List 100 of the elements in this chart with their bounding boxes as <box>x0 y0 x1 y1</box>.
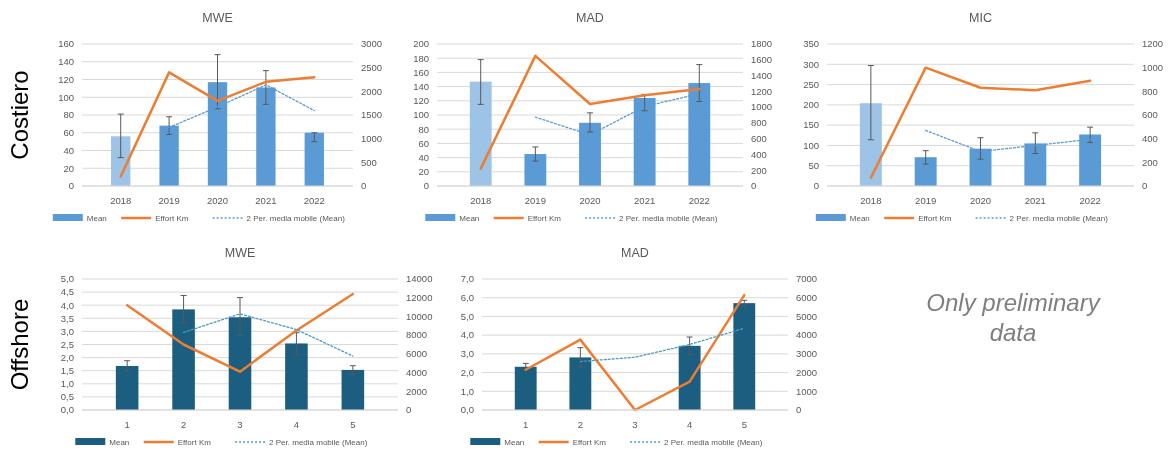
legend-label: Mean <box>86 213 107 223</box>
x-tick-label: 2 <box>577 419 584 430</box>
chart-title: MWE <box>202 11 233 25</box>
bar <box>304 132 324 186</box>
x-tick-label: 2022 <box>1079 195 1101 206</box>
y2-tick-label: 1200 <box>751 85 773 97</box>
y2-tick-label: 4000 <box>796 329 818 341</box>
x-tick-label: 2021 <box>255 195 277 206</box>
line-series <box>125 292 355 373</box>
bar <box>172 309 195 410</box>
y-tick-label: 140 <box>413 80 429 92</box>
y-tick-label: 3,0 <box>460 348 474 360</box>
y2-tick-label: 5000 <box>796 310 818 322</box>
y2-tick-label: 400 <box>751 148 767 160</box>
y-tick-label: 0 <box>423 180 429 192</box>
line-series <box>579 327 745 363</box>
y-tick-label: 0,0 <box>460 404 474 416</box>
line-series <box>479 54 701 170</box>
bar <box>524 154 547 186</box>
legend-label: Effort Km <box>918 213 952 223</box>
y-tick-label: 160 <box>58 38 74 50</box>
legend-label: 2 Per. media mobile (Mean) <box>246 213 346 223</box>
y2-tick-label: 1200 <box>1142 38 1164 50</box>
x-tick-label: 2022 <box>688 195 710 206</box>
y-tick-label: 5,0 <box>460 310 474 322</box>
x-tick-label: 2022 <box>303 195 325 206</box>
y2-tick-label: 0 <box>751 180 757 192</box>
y2-tick-label: 1500 <box>361 109 383 121</box>
y2-tick-label: 800 <box>751 117 767 129</box>
x-tick-label: 2021 <box>634 195 656 206</box>
y-tick-label: 3,5 <box>60 312 74 324</box>
y2-tick-label: 2000 <box>796 366 818 378</box>
y2-tick-label: 6000 <box>796 292 818 304</box>
y-tick-label: 300 <box>803 58 819 70</box>
y-tick-label: 4,0 <box>60 299 74 311</box>
legend-label: Effort Km <box>527 213 562 223</box>
y2-tick-label: 200 <box>1142 156 1158 168</box>
x-tick-label: 2 <box>180 419 187 430</box>
legend-label: Mean <box>109 437 130 447</box>
bar <box>733 303 756 410</box>
y2-tick-label: 7000 <box>796 273 818 285</box>
x-tick-label: 4 <box>293 419 300 430</box>
y-tick-label: 350 <box>803 38 819 50</box>
text: Only preliminary data <box>926 288 1102 346</box>
y2-tick-label: 1000 <box>751 101 773 113</box>
y-tick-label: 20 <box>63 162 74 174</box>
y-tick-label: 250 <box>803 78 819 90</box>
y2-tick-label: 600 <box>751 132 767 144</box>
y2-tick-label: 1600 <box>751 54 773 66</box>
bar <box>228 317 252 410</box>
legend-label: 2 Per. media mobile (Mean) <box>269 437 368 447</box>
y-tick-label: 200 <box>803 99 819 111</box>
y2-tick-label: 14000 <box>406 273 433 285</box>
legend-label: 2 Per. media mobile (Mean) <box>664 437 763 447</box>
legend-label: Mean <box>504 437 525 447</box>
x-tick-label: 2019 <box>915 195 937 206</box>
x-tick-label: 1 <box>523 419 529 430</box>
y-tick-label: 4,5 <box>60 286 74 298</box>
x-tick-label: 2018 <box>110 195 132 206</box>
y2-tick-label: 1000 <box>1142 61 1164 73</box>
y-tick-label: 1,5 <box>60 365 74 377</box>
legend-label: Effort Km <box>572 437 607 447</box>
y2-tick-label: 12000 <box>406 292 433 304</box>
y-tick-label: 0 <box>813 180 819 192</box>
y-tick-label: 5,0 <box>60 273 74 285</box>
y-tick-label: 4,0 <box>460 329 474 341</box>
bar <box>285 343 308 410</box>
bar <box>514 366 537 410</box>
line-series <box>119 71 316 178</box>
legend-label: 2 Per. media mobile (Mean) <box>1009 213 1109 223</box>
y2-tick-label: 2000 <box>361 85 383 97</box>
y-tick-label: 200 <box>413 38 429 50</box>
legend-label: Effort Km <box>155 213 189 223</box>
legend-label: Mean <box>849 213 870 223</box>
y-tick-label: 7,0 <box>460 273 474 285</box>
x-tick-label: 5 <box>350 419 356 430</box>
y-tick-label: 80 <box>418 123 429 135</box>
y2-tick-label: 500 <box>361 156 377 168</box>
x-tick-label: 1 <box>124 419 130 430</box>
y-tick-label: 6,0 <box>460 292 474 304</box>
y-tick-label: 180 <box>413 52 429 64</box>
x-tick-label: 2018 <box>470 195 492 206</box>
x-tick-label: 3 <box>237 419 243 430</box>
legend-label: 2 Per. media mobile (Mean) <box>619 213 718 223</box>
bar <box>859 103 882 186</box>
x-tick-label: 2018 <box>860 195 882 206</box>
y2-tick-label: 3000 <box>796 348 818 360</box>
y-tick-label: 100 <box>803 139 819 151</box>
chart-title: MIC <box>969 11 992 25</box>
y-tick-label: 80 <box>63 109 74 121</box>
y-tick-label: 40 <box>418 151 429 163</box>
chart-title: MAD <box>621 246 649 260</box>
y2-tick-label: 600 <box>1142 109 1158 121</box>
bar <box>678 345 701 410</box>
text: Offshore <box>6 298 33 391</box>
y2-tick-label: 1000 <box>796 385 818 397</box>
y-tick-label: 160 <box>413 66 429 78</box>
bar <box>469 81 492 186</box>
chart-title: MAD <box>576 11 604 25</box>
y-tick-label: 0 <box>68 180 74 192</box>
